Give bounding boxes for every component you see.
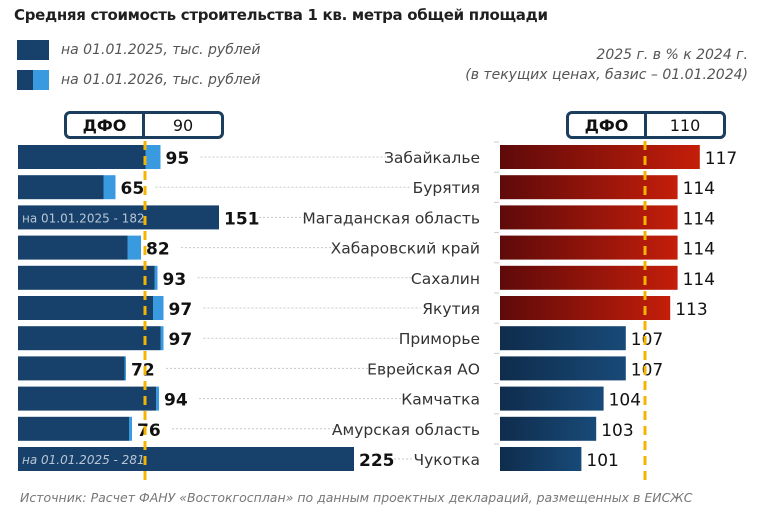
- category-label: Бурятия: [413, 179, 480, 197]
- left-bar-2025: [18, 145, 146, 169]
- category-label: Магаданская область: [302, 209, 480, 227]
- right-bar: [500, 416, 597, 441]
- left-data-label: 151: [224, 209, 260, 229]
- left-bar-2025: [18, 386, 156, 411]
- left-data-label: 93: [163, 270, 187, 290]
- right-bar: [500, 447, 582, 471]
- right-subtitle-line2: (в текущих ценах, базис – 01.01.2024): [465, 67, 748, 83]
- right-bar: [500, 175, 678, 200]
- left-bar-2025: [18, 416, 129, 441]
- left-data-label: 82: [146, 240, 170, 260]
- legend-label-2026: на 01.01.2026, тыс. рублей: [61, 72, 261, 88]
- dfo-right-badge: ДФО 110: [566, 111, 726, 139]
- right-data-label: 104: [609, 391, 641, 411]
- category-label: Хабаровский край: [331, 240, 480, 258]
- right-data-label: 117: [705, 149, 737, 169]
- left-data-label: 95: [166, 149, 190, 169]
- right-bar: [500, 326, 626, 351]
- category-label: Камчатка: [401, 391, 480, 409]
- right-data-label: 107: [631, 330, 663, 350]
- chart-title: Средняя стоимость строительства 1 кв. ме…: [14, 6, 548, 24]
- left-bar-2026-growth: [154, 265, 158, 290]
- left-data-label: 94: [164, 391, 188, 411]
- left-data-label: 65: [121, 179, 145, 199]
- right-bar: [500, 235, 678, 260]
- legend-item-2025: на 01.01.2025, тыс. рублей: [17, 40, 261, 60]
- right-data-label: 114: [683, 209, 715, 229]
- right-bar: [500, 296, 671, 320]
- dfo-left-value: 90: [172, 115, 194, 135]
- left-bar-2025: [18, 235, 128, 260]
- bar-annotation: на 01.01.2025 - 281: [22, 453, 145, 467]
- left-bar-2026-growth: [124, 356, 126, 381]
- left-data-label: 225: [359, 451, 395, 471]
- left-bar-2026-growth: [127, 235, 141, 260]
- right-data-label: 114: [683, 179, 715, 199]
- right-data-label: 107: [631, 360, 663, 380]
- left-bar-2025: [18, 296, 153, 320]
- left-bar-2026-growth: [129, 416, 132, 441]
- dfo-left-label: ДФО: [67, 114, 145, 136]
- legend-item-2026: на 01.01.2026, тыс. рублей: [17, 70, 261, 90]
- left-bar-2025: [18, 265, 155, 290]
- left-data-label: 97: [169, 300, 193, 320]
- right-data-label: 103: [601, 421, 633, 441]
- category-label: Якутия: [422, 300, 480, 318]
- right-bar: [500, 145, 700, 169]
- legend-label-2025: на 01.01.2025, тыс. рублей: [61, 42, 261, 58]
- right-data-label: 101: [586, 451, 618, 471]
- category-label: Амурская область: [332, 421, 480, 439]
- category-label: Забайкалье: [384, 149, 480, 167]
- left-bar-2025: [18, 175, 104, 200]
- legend-swatch-2026: [17, 70, 49, 90]
- dfo-left-badge: ДФО 90: [64, 111, 224, 139]
- left-bar-2026-growth: [103, 175, 116, 200]
- left-bar-2026-growth: [145, 145, 161, 169]
- source-note: Источник: Расчет ФАНУ «Востокгосплан» по…: [20, 490, 693, 505]
- right-bar: [500, 205, 678, 230]
- left-bar-2025: [18, 326, 161, 351]
- left-bar-2025: [18, 447, 354, 471]
- legend-swatch-2025: [17, 40, 49, 60]
- category-label: Сахалин: [411, 270, 480, 288]
- left-bar-2025: [18, 205, 219, 230]
- right-data-label: 114: [683, 240, 715, 260]
- dfo-right-label: ДФО: [569, 114, 647, 136]
- left-bar-2025: [18, 356, 125, 381]
- right-bar: [500, 356, 626, 381]
- left-bar-2026-growth: [156, 386, 159, 411]
- right-data-label: 114: [683, 270, 715, 290]
- left-data-label: 76: [137, 421, 161, 441]
- left-data-label: 97: [169, 330, 193, 350]
- category-label: Чукотка: [413, 451, 480, 469]
- left-data-label: 72: [131, 360, 155, 380]
- right-chart-subtitle: 2025 г. в % к 2024 г. (в текущих ценах, …: [465, 45, 748, 85]
- left-bar-2026-growth: [160, 326, 164, 351]
- left-bar-2026-growth: [153, 296, 164, 320]
- category-label: Приморье: [399, 330, 480, 348]
- right-bar: [500, 265, 678, 290]
- right-data-label: 113: [675, 300, 707, 320]
- dfo-right-value: 110: [669, 115, 701, 135]
- bar-annotation: на 01.01.2025 - 182: [22, 211, 145, 225]
- right-subtitle-line1: 2025 г. в % к 2024 г.: [596, 47, 748, 63]
- category-label: Еврейская АО: [367, 360, 480, 378]
- right-bar: [500, 386, 604, 411]
